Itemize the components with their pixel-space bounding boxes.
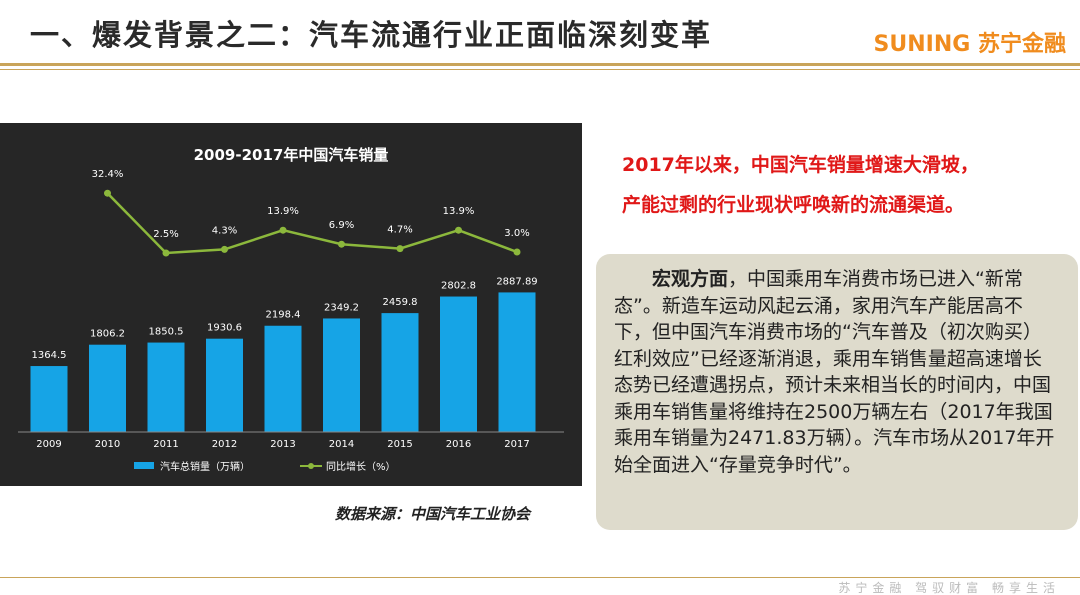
chart: 2009-2017年中国汽车销量 1364.5 1806.2 1850.5 1930.… bbox=[0, 123, 582, 486]
legend-swatch bbox=[134, 462, 154, 469]
x-tick-label: 2015 bbox=[387, 439, 412, 450]
bar-label: 2459.8 bbox=[383, 297, 418, 308]
line-point bbox=[279, 226, 287, 234]
paragraph: ，中国乘用车消费市场已进入“新常态”。新造车运动风起云涌，家用汽车产能居高不下，… bbox=[614, 268, 1055, 476]
logo-en: SUNING bbox=[873, 32, 971, 57]
x-tick-label: 2014 bbox=[329, 439, 354, 450]
line-point bbox=[221, 245, 228, 253]
source: 数据来源：中国汽车工业协会 bbox=[335, 505, 531, 523]
bar-label: 2802.8 bbox=[441, 281, 476, 292]
line-label: 4.7% bbox=[387, 225, 412, 236]
x-tick-label: 2016 bbox=[446, 439, 471, 450]
slide-title: 一、爆发背景之二：汽车流通行业正面临深刻变革 bbox=[30, 18, 713, 52]
bar bbox=[147, 342, 185, 432]
bar bbox=[440, 296, 477, 432]
x-tick-label: 2009 bbox=[36, 439, 61, 450]
line-point bbox=[338, 240, 345, 248]
x-tick-label: 2013 bbox=[270, 439, 295, 450]
highlight-line: 2017年以来，中国汽车销量增速大滑坡， bbox=[622, 154, 979, 176]
text-box: 宏观方面，中国乘用车消费市场已进入“新常态”。新造车运动风起云涌，家用汽车产能居… bbox=[596, 254, 1078, 530]
line-label: 13.9% bbox=[443, 206, 475, 217]
bar bbox=[323, 318, 360, 432]
bar bbox=[206, 338, 243, 432]
line-label: 2.5% bbox=[153, 229, 178, 240]
footer: 苏宁金融 驾驭财富 畅享生活 bbox=[838, 581, 1060, 595]
bar-label: 1806.2 bbox=[90, 329, 125, 340]
divider bbox=[0, 69, 1080, 70]
legend-swatch bbox=[308, 463, 314, 469]
line-label: 3.0% bbox=[504, 228, 529, 239]
divider bbox=[0, 63, 1080, 66]
chart-title: 2009-2017年中国汽车销量 bbox=[194, 146, 389, 164]
line-point bbox=[396, 245, 404, 253]
line-point bbox=[104, 189, 111, 197]
logo-cn: 苏宁金融 bbox=[977, 32, 1066, 57]
line-label: 32.4% bbox=[92, 169, 124, 180]
x-tick-label: 2011 bbox=[153, 439, 178, 450]
line-label: 6.9% bbox=[329, 220, 354, 231]
logo: SUNING 苏宁金融 bbox=[874, 26, 1066, 58]
line-point bbox=[455, 226, 462, 234]
bar-label: 1930.6 bbox=[207, 323, 242, 334]
bar bbox=[89, 344, 126, 432]
bar bbox=[381, 313, 419, 432]
bar-label: 1850.5 bbox=[149, 327, 184, 338]
x-tick-label: 2010 bbox=[95, 439, 120, 450]
x-tick-label: 2012 bbox=[212, 439, 237, 450]
bar-label: 2887.89 bbox=[496, 276, 537, 287]
line-point bbox=[513, 248, 521, 256]
lead: 宏观方面 bbox=[652, 268, 729, 290]
line-label: 4.3% bbox=[212, 225, 237, 236]
bar-label: 2349.2 bbox=[324, 302, 359, 313]
line bbox=[106, 192, 518, 255]
bar-label: 1364.5 bbox=[32, 350, 67, 361]
x-tick-label: 2017 bbox=[504, 439, 529, 450]
bar bbox=[264, 325, 302, 432]
highlight-line: 产能过剩的行业现状呼唤新的流通渠道。 bbox=[622, 194, 965, 216]
highlight: 2017年以来，中国汽车销量增速大滑坡， 产能过剩的行业现状呼唤新的流通渠道。 bbox=[622, 145, 979, 225]
bar-label: 2198.4 bbox=[266, 310, 301, 321]
bar bbox=[498, 292, 536, 432]
line-point bbox=[162, 249, 170, 257]
bar bbox=[30, 366, 68, 432]
line-label: 13.9% bbox=[267, 206, 299, 217]
legend-label: 同比增长（%） bbox=[326, 460, 396, 473]
legend-label: 汽车总销量（万辆） bbox=[160, 460, 250, 473]
divider bbox=[0, 577, 1080, 578]
